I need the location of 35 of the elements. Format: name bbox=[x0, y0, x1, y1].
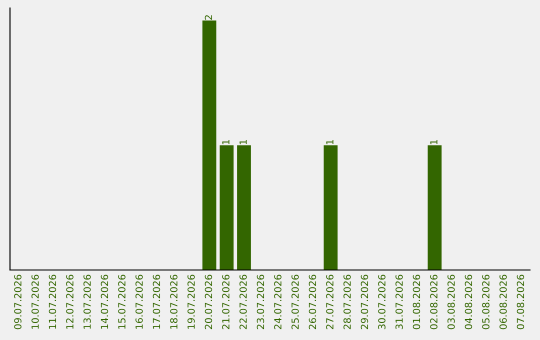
x-tick-label: 30.07.2026 bbox=[378, 274, 386, 330]
x-tick-label: 17.07.2026 bbox=[152, 274, 160, 329]
x-tick-label: 05.08.2026 bbox=[482, 274, 490, 330]
x-tick-label: 29.07.2026 bbox=[360, 274, 368, 330]
x-tick-label: 19.07.2026 bbox=[187, 274, 195, 329]
x-tick-label: 25.07.2026 bbox=[291, 274, 299, 330]
data-label: 1 bbox=[240, 140, 247, 144]
x-tick-label: 22.07.2026 bbox=[239, 274, 247, 330]
x-tick-label: 31.07.2026 bbox=[395, 274, 403, 330]
data-label: 1 bbox=[326, 140, 334, 144]
x-tick-label: 03.08.2026 bbox=[447, 274, 455, 330]
x-tick-label: 23.07.2026 bbox=[256, 274, 264, 330]
x-tick-label: 27.07.2026 bbox=[326, 274, 334, 330]
x-tick-label: 11.07.2026 bbox=[48, 274, 56, 329]
x-tick-label: 01.08.2026 bbox=[412, 274, 420, 330]
data-label: 1 bbox=[222, 140, 230, 144]
x-tick-label: 16.07.2026 bbox=[135, 274, 143, 329]
x-tick-label: 18.07.2026 bbox=[170, 274, 178, 329]
x-tick-label: 15.07.2026 bbox=[118, 274, 126, 329]
x-tick-label: 09.07.2026 bbox=[14, 274, 22, 330]
x-tick-label: 28.07.2026 bbox=[343, 274, 351, 330]
x-tick-label: 02.08.2026 bbox=[430, 274, 438, 330]
x-tick-label: 06.08.2026 bbox=[499, 274, 507, 330]
x-tick-label: 20.07.2026 bbox=[204, 274, 212, 330]
x-tick-label: 10.07.2026 bbox=[31, 274, 39, 329]
x-tick-label: 13.07.2026 bbox=[83, 274, 91, 329]
x-tick-label: 21.07.2026 bbox=[222, 274, 230, 330]
x-tick-label: 24.07.2026 bbox=[274, 274, 282, 330]
x-tick-label: 12.07.2026 bbox=[66, 274, 74, 329]
x-tick-label: 07.08.2026 bbox=[516, 274, 524, 330]
x-tick-label: 26.07.2026 bbox=[308, 274, 316, 330]
data-label: 1 bbox=[430, 140, 438, 144]
x-tick-label: 14.07.2026 bbox=[100, 274, 108, 329]
x-tick-label: 04.08.2026 bbox=[464, 274, 472, 330]
data-label: 2 bbox=[204, 15, 212, 20]
